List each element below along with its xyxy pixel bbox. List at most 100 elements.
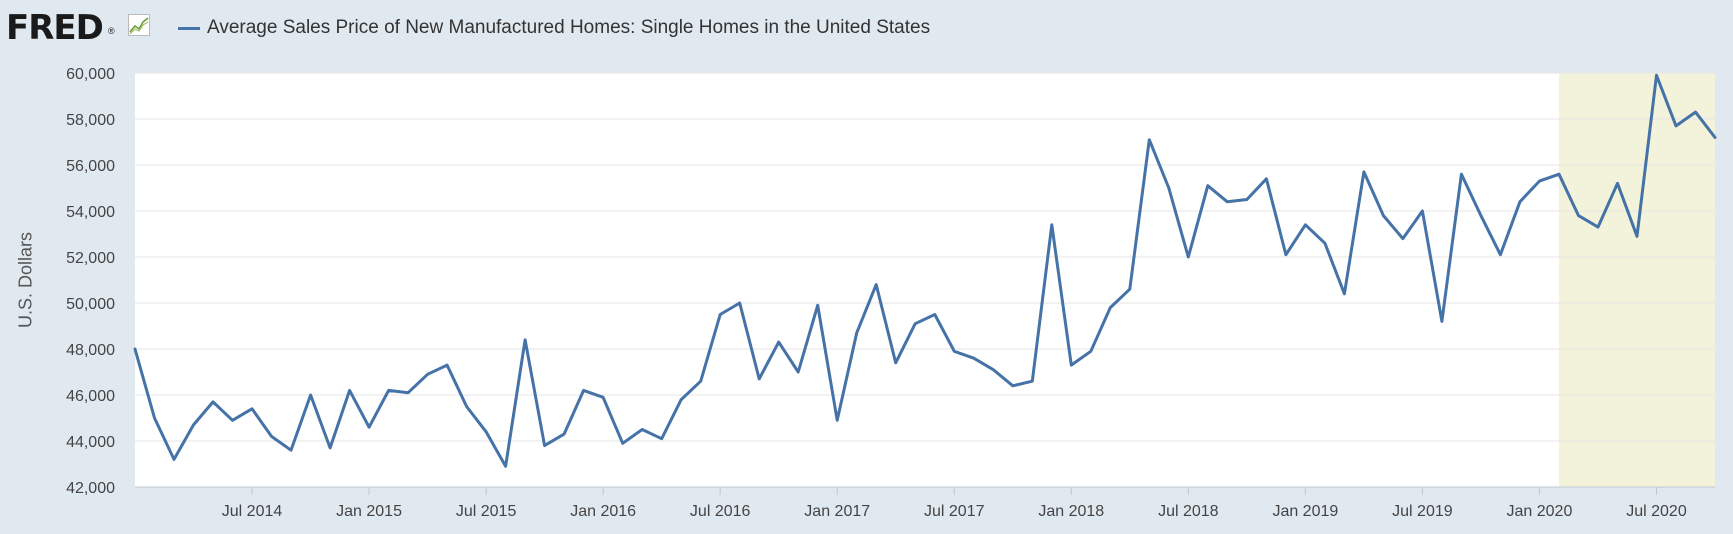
data-point[interactable] — [579, 385, 589, 395]
data-point[interactable] — [1125, 284, 1135, 294]
data-point[interactable] — [208, 397, 218, 407]
data-point[interactable] — [442, 360, 452, 370]
data-point[interactable] — [1690, 107, 1700, 117]
data-point[interactable] — [1008, 381, 1018, 391]
data-point[interactable] — [618, 438, 628, 448]
data-point[interactable] — [130, 344, 140, 354]
data-point[interactable] — [247, 404, 257, 414]
data-point[interactable] — [657, 434, 667, 444]
chart-header: FRED ® Average Sales Price of New Manufa… — [0, 0, 1733, 58]
data-point[interactable] — [189, 420, 199, 430]
data-point[interactable] — [1456, 169, 1466, 179]
data-point[interactable] — [1105, 303, 1115, 313]
fred-logo[interactable]: FRED — [6, 8, 104, 48]
data-point[interactable] — [1300, 220, 1310, 230]
data-point[interactable] — [676, 395, 686, 405]
data-point[interactable] — [715, 310, 725, 320]
data-point[interactable] — [988, 365, 998, 375]
y-tick-label: 44,000 — [66, 434, 115, 451]
data-point[interactable] — [150, 413, 160, 423]
x-tick-label: Jan 2015 — [336, 503, 402, 520]
data-point[interactable] — [540, 441, 550, 451]
data-point[interactable] — [1066, 360, 1076, 370]
data-point[interactable] — [774, 337, 784, 347]
data-point[interactable] — [949, 346, 959, 356]
data-point[interactable] — [852, 328, 862, 338]
data-point[interactable] — [1242, 195, 1252, 205]
data-point[interactable] — [267, 431, 277, 441]
y-tick-label: 42,000 — [66, 480, 115, 497]
data-point[interactable] — [1359, 167, 1369, 177]
x-tick-label: Jan 2017 — [804, 503, 870, 520]
data-point[interactable] — [754, 374, 764, 384]
data-point[interactable] — [345, 385, 355, 395]
x-tick-label: Jul 2016 — [690, 503, 751, 520]
data-point[interactable] — [871, 280, 881, 290]
data-point[interactable] — [228, 415, 238, 425]
data-point[interactable] — [1593, 222, 1603, 232]
y-tick-label: 46,000 — [66, 388, 115, 405]
data-point[interactable] — [813, 300, 823, 310]
data-point[interactable] — [1261, 174, 1271, 184]
data-point[interactable] — [1437, 316, 1447, 326]
data-point[interactable] — [637, 425, 647, 435]
x-tick-label: Jan 2020 — [1507, 503, 1573, 520]
data-point[interactable] — [1651, 70, 1661, 80]
data-point[interactable] — [1086, 346, 1096, 356]
data-point[interactable] — [384, 385, 394, 395]
data-point[interactable] — [1183, 252, 1193, 262]
data-point[interactable] — [501, 461, 511, 471]
data-point[interactable] — [1320, 238, 1330, 248]
data-point[interactable] — [1339, 289, 1349, 299]
data-point[interactable] — [1144, 135, 1154, 145]
data-point[interactable] — [286, 445, 296, 455]
data-point[interactable] — [735, 298, 745, 308]
data-point[interactable] — [1476, 211, 1486, 221]
data-point[interactable] — [364, 422, 374, 432]
data-point[interactable] — [1671, 121, 1681, 131]
data-point[interactable] — [423, 369, 433, 379]
data-point[interactable] — [1632, 231, 1642, 241]
gridlines — [135, 72, 1715, 488]
data-point[interactable] — [325, 443, 335, 453]
recession-shade-0 — [1558, 73, 1715, 487]
data-point[interactable] — [1554, 169, 1564, 179]
data-point[interactable] — [1027, 376, 1037, 386]
data-point[interactable] — [1164, 183, 1174, 193]
data-point[interactable] — [462, 402, 472, 412]
data-point[interactable] — [1047, 220, 1057, 230]
data-point[interactable] — [169, 454, 179, 464]
data-point[interactable] — [891, 358, 901, 368]
data-point[interactable] — [1281, 250, 1291, 260]
data-point[interactable] — [481, 427, 491, 437]
x-tick-label: Jan 2019 — [1272, 503, 1338, 520]
x-tick-label: Jul 2019 — [1392, 503, 1453, 520]
x-tick-label: Jul 2014 — [222, 503, 283, 520]
data-point[interactable] — [930, 310, 940, 320]
data-point[interactable] — [1534, 176, 1544, 186]
line-chart-icon — [128, 14, 150, 36]
data-point[interactable] — [1710, 132, 1720, 142]
data-point[interactable] — [1515, 197, 1525, 207]
y-tick-label: 48,000 — [66, 342, 115, 359]
data-point[interactable] — [793, 367, 803, 377]
data-point[interactable] — [520, 335, 530, 345]
data-point[interactable] — [598, 392, 608, 402]
data-point[interactable] — [910, 319, 920, 329]
data-point[interactable] — [1378, 211, 1388, 221]
data-point[interactable] — [403, 388, 413, 398]
data-point[interactable] — [696, 376, 706, 386]
data-point[interactable] — [559, 429, 569, 439]
data-point[interactable] — [1417, 206, 1427, 216]
data-point[interactable] — [1612, 178, 1622, 188]
data-point[interactable] — [832, 415, 842, 425]
series-line-0[interactable] — [133, 73, 1717, 468]
data-point[interactable] — [1573, 211, 1583, 221]
data-point[interactable] — [1222, 197, 1232, 207]
legend-swatch — [178, 27, 200, 30]
data-point[interactable] — [1495, 250, 1505, 260]
data-point[interactable] — [306, 390, 316, 400]
data-point[interactable] — [1203, 181, 1213, 191]
data-point[interactable] — [1398, 234, 1408, 244]
data-point[interactable] — [969, 353, 979, 363]
